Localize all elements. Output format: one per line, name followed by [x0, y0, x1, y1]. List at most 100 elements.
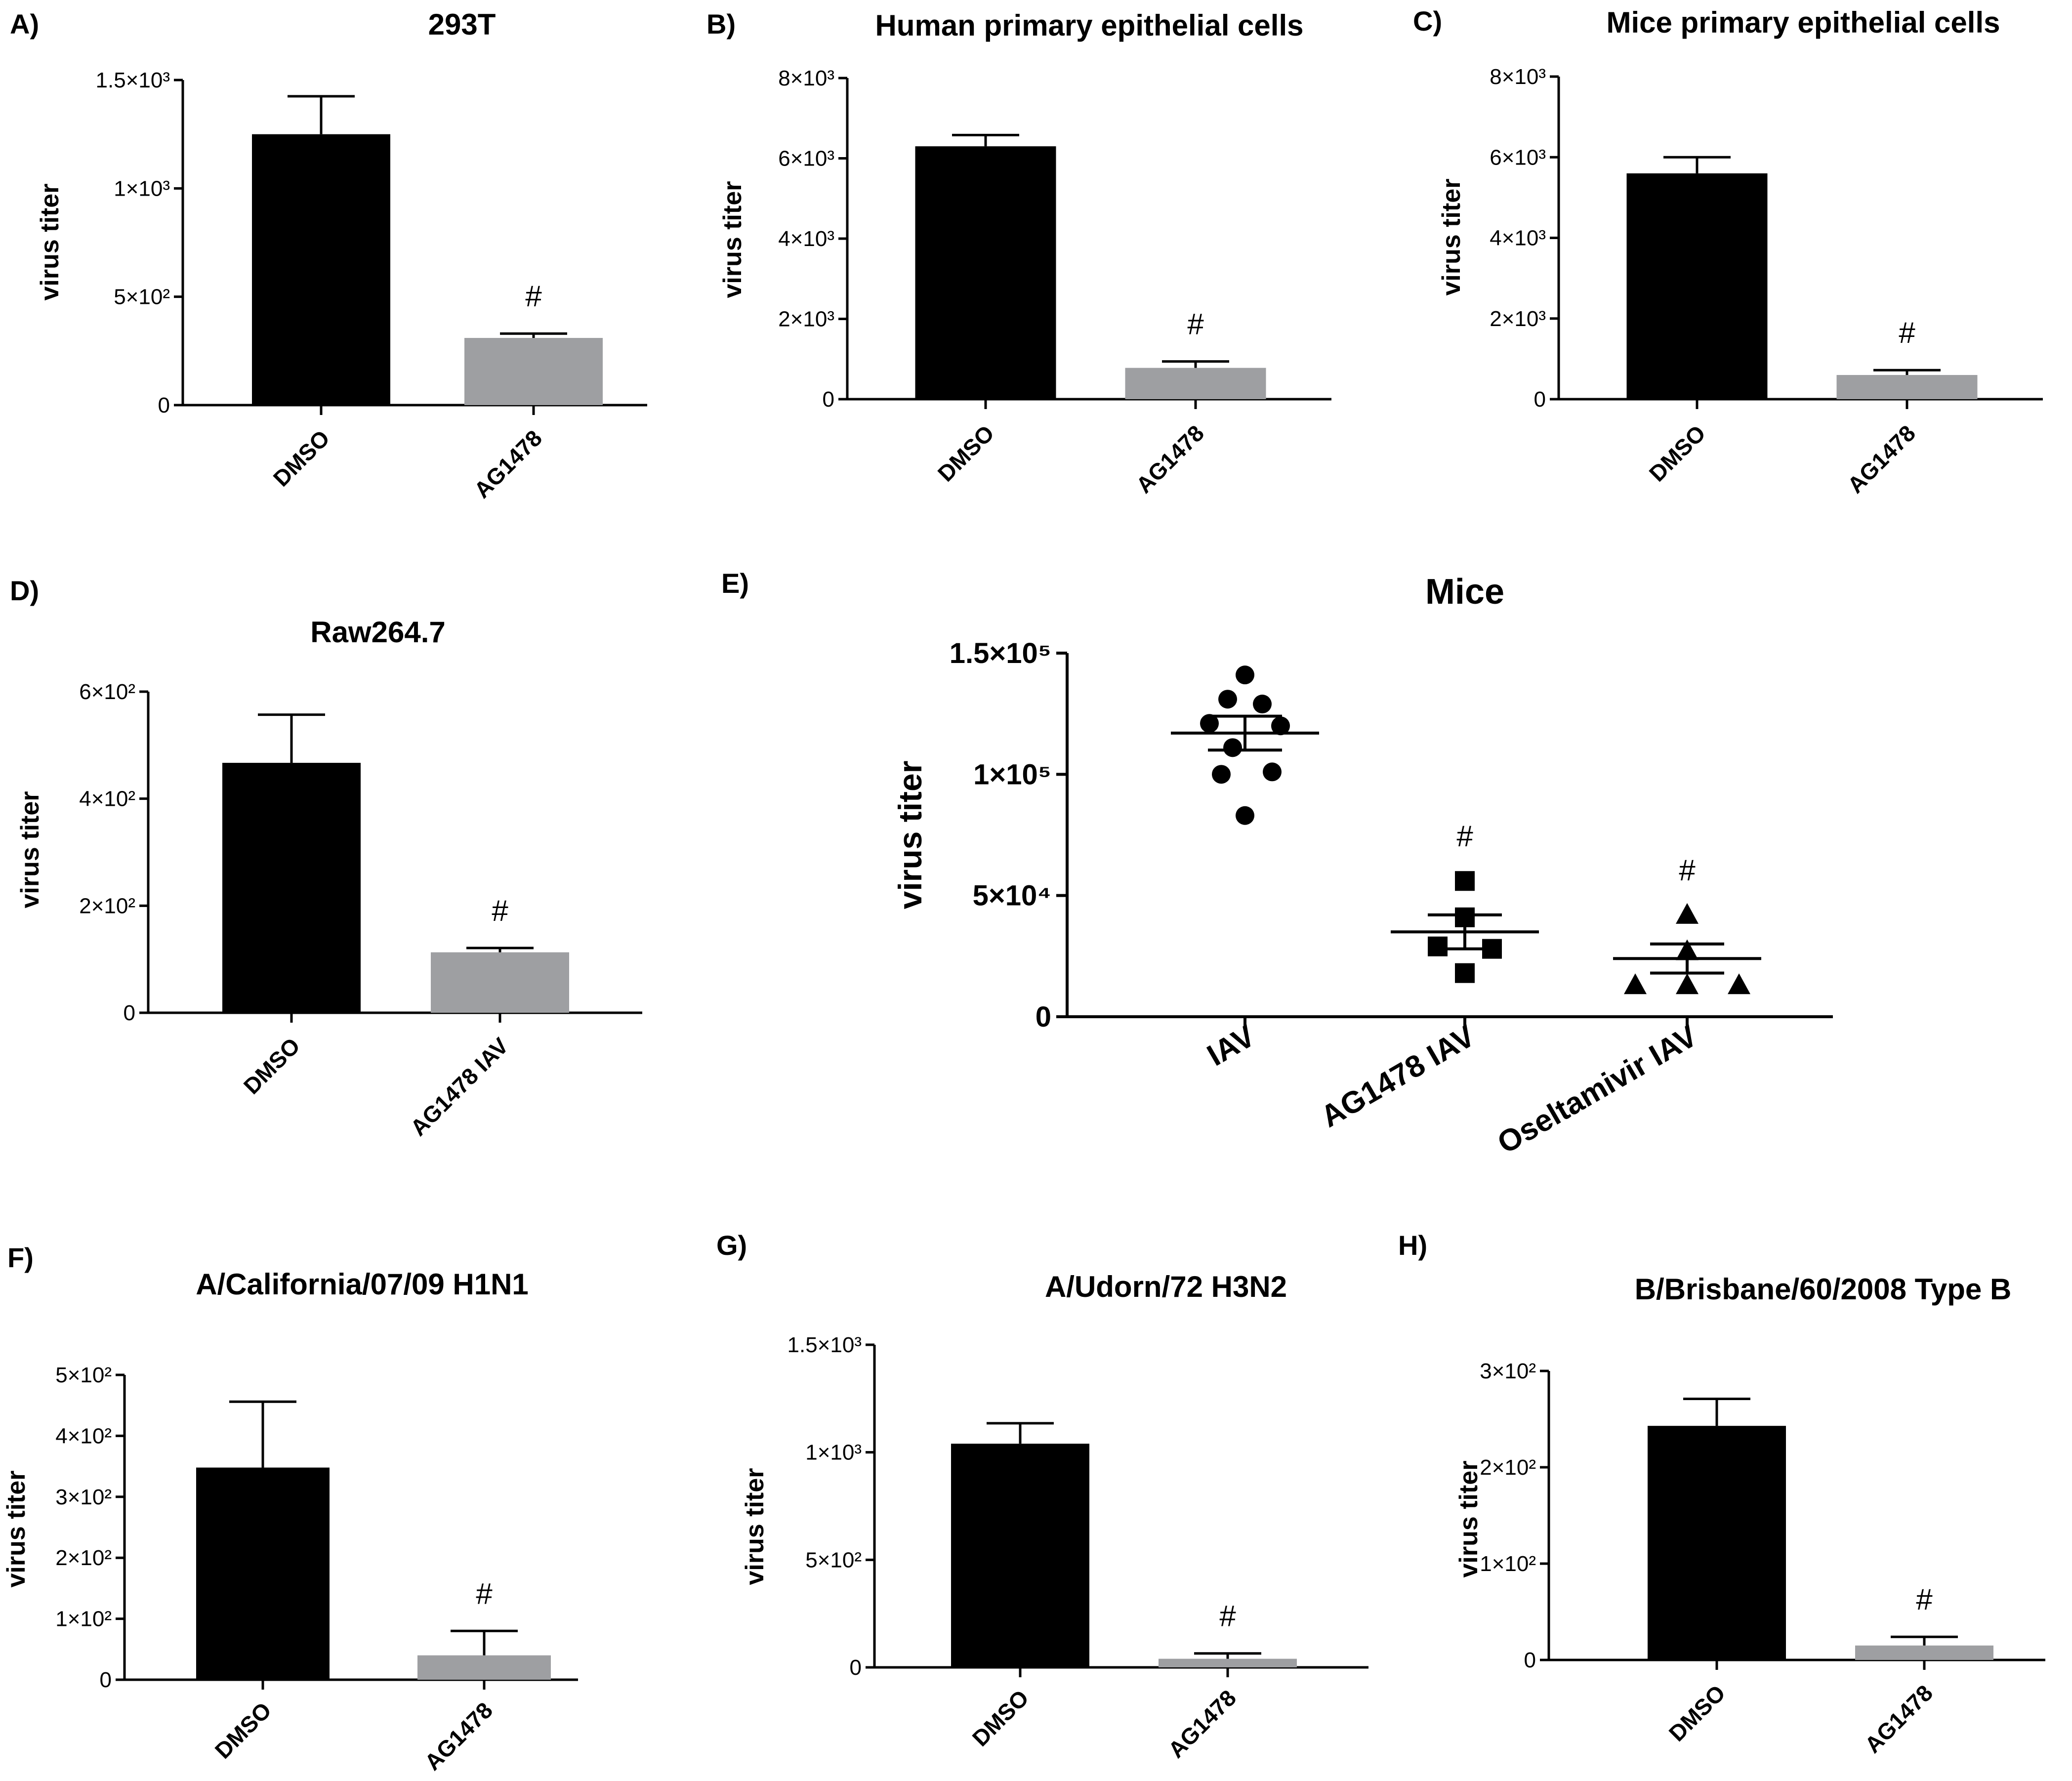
significance-mark: #: [1187, 308, 1204, 341]
y-tick-label: 1×10²: [55, 1607, 112, 1631]
y-tick-label: 6×10³: [1490, 145, 1546, 169]
y-tick-label: 2×10²: [1480, 1455, 1536, 1480]
panel-label: F): [7, 1242, 34, 1273]
x-category-label: AG1478: [1842, 420, 1920, 498]
significance-mark: #: [476, 1577, 493, 1610]
x-category-label: DMSO: [933, 420, 999, 486]
y-tick-label: 1.5×10³: [96, 68, 170, 92]
chart-panel-d: D) Raw264.7 virus titer 0 2×10² 4×10² 6×10² DMS…: [10, 575, 642, 1141]
y-tick-label: 0: [124, 1001, 135, 1025]
y-tick-label: 2×10²: [55, 1546, 112, 1570]
y-tick-label: 5×10²: [55, 1363, 112, 1387]
y-tick-label: 1.5×10⁵: [950, 637, 1051, 669]
y-tick-label: 0: [158, 393, 170, 417]
x-category-label: AG1478: [1131, 420, 1209, 498]
chart-panel-a: A) 293T virus titer 0 5×10² 1×10³ 1.5×10³ DMSO #…: [10, 8, 647, 503]
y-tick-label: 4×10²: [79, 787, 135, 811]
y-tick-label: 0: [1036, 1001, 1051, 1033]
significance-mark: #: [492, 894, 508, 927]
significance-mark: #: [525, 280, 542, 313]
data-point-triangle: [1676, 973, 1699, 994]
y-tick-label: 3×10²: [55, 1485, 112, 1509]
data-point-circle: [1223, 738, 1242, 757]
chart-panel-b: B) Human primary epithelial cells virus ti…: [706, 8, 1331, 498]
chart-panel-h: H) B/Brisbane/60/2008 Type B virus titer 0 1…: [1398, 1230, 2045, 1758]
y-tick-label: 1×10⁵: [973, 758, 1051, 790]
y-tick-label: 0: [1534, 387, 1546, 412]
bar-dmso: [915, 146, 1056, 399]
data-point-circle: [1263, 762, 1282, 782]
x-category-label: IAV: [1202, 1019, 1261, 1073]
y-axis-label: virus titer: [1454, 1461, 1483, 1578]
y-axis-label: virus titer: [16, 791, 44, 909]
bar-dmso: [252, 134, 390, 406]
y-axis-label: virus titer: [2, 1471, 31, 1588]
bar-dmso: [1626, 173, 1768, 399]
y-tick-label: 8×10³: [1490, 65, 1546, 89]
bar-dmso: [222, 763, 361, 1013]
y-axis-label: virus titer: [741, 1468, 769, 1585]
x-category-label: AG1478: [469, 425, 547, 503]
significance-mark: #: [1219, 1600, 1236, 1633]
y-tick-label: 1×10³: [805, 1441, 862, 1465]
bar-ag1478: [1836, 375, 1978, 399]
y-axis-label: virus titer: [1437, 179, 1466, 296]
y-tick-label: 0: [100, 1668, 112, 1692]
y-tick-label: 5×10²: [805, 1548, 862, 1572]
chart-title: Raw264.7: [310, 616, 446, 649]
data-point-square: [1455, 871, 1475, 891]
bar-ag1478: [1159, 1658, 1297, 1667]
bar-ag1478: [1125, 368, 1266, 399]
data-point-triangle: [1676, 903, 1699, 924]
panel-label: B): [706, 8, 736, 40]
significance-mark: #: [1679, 854, 1696, 887]
panel-label: C): [1413, 5, 1442, 37]
x-category-label: AG1478: [1860, 1680, 1938, 1758]
y-tick-label: 1.5×10³: [787, 1333, 862, 1357]
x-category-label: AG1478 IAV: [405, 1033, 513, 1141]
bar-dmso: [951, 1444, 1089, 1667]
panel-label: G): [716, 1230, 747, 1261]
chart-panel-e: E) Mice virus titer 0 5×10⁴ 1×10⁵ 1.5×10⁵ IAV # A…: [721, 568, 1833, 1160]
data-point-circle: [1200, 714, 1219, 733]
bar-ag1478: [1855, 1645, 1993, 1660]
y-tick-label: 0: [1524, 1648, 1536, 1672]
x-category-label: DMSO: [210, 1697, 276, 1763]
y-tick-label: 2×10³: [778, 307, 834, 331]
y-tick-label: 3×10²: [1480, 1359, 1536, 1383]
y-tick-label: 5×10²: [114, 285, 170, 309]
data-point-circle: [1212, 765, 1231, 784]
data-point-square: [1428, 936, 1448, 956]
bar-ag1478: [417, 1655, 551, 1680]
data-point-triangle: [1624, 973, 1647, 994]
y-tick-label: 2×10²: [79, 894, 135, 918]
significance-mark: #: [1899, 316, 1915, 349]
significance-mark: #: [1456, 820, 1473, 853]
chart-title: Mice: [1425, 572, 1504, 612]
chart-panel-f: F) A/California/07/09 H1N1 virus titer 0 1×1…: [2, 1242, 578, 1775]
y-tick-label: 4×10²: [55, 1424, 112, 1448]
panel-label: A): [10, 8, 39, 40]
y-tick-label: 1×10²: [1480, 1552, 1536, 1576]
y-tick-label: 8×10³: [778, 66, 834, 90]
y-tick-label: 6×10²: [79, 680, 135, 704]
data-point-circle: [1253, 695, 1272, 714]
panel-label: E): [721, 568, 749, 599]
bar-ag1478: [464, 338, 603, 405]
chart-panel-c: C) Mice primary epithelial cells virus tit…: [1413, 5, 2043, 498]
bar-dmso: [196, 1467, 330, 1680]
chart-title: A/California/07/09 H1N1: [196, 1268, 529, 1301]
y-tick-label: 6×10³: [778, 147, 834, 171]
data-point-circle: [1236, 665, 1254, 685]
x-category-label: DMSO: [1644, 420, 1710, 486]
y-tick-label: 0: [850, 1656, 862, 1680]
data-point-circle: [1236, 806, 1254, 825]
y-tick-label: 2×10³: [1490, 307, 1546, 331]
x-category-label: AG1478: [419, 1697, 497, 1775]
y-tick-label: 0: [823, 387, 834, 412]
y-axis-label: virus titer: [892, 761, 928, 910]
significance-mark: #: [1916, 1583, 1933, 1616]
x-category-label: AG1478 IAV: [1315, 1019, 1481, 1134]
data-point-circle: [1271, 716, 1290, 736]
chart-title: Human primary epithelial cells: [875, 9, 1304, 42]
